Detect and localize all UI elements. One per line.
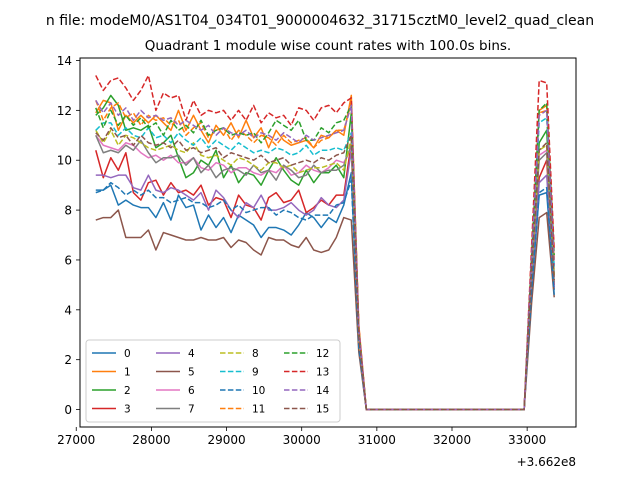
series-line-5 — [95, 209, 555, 411]
x-tick-label: 27000 — [57, 433, 95, 447]
y-axis: 0 2 4 6 8 10 12 14 — [57, 54, 80, 417]
y-tick-label: 2 — [64, 353, 72, 367]
y-tick-label: 14 — [57, 54, 72, 68]
y-tick-label: 6 — [64, 253, 72, 267]
x-offset-text: +3.662e8 — [517, 455, 576, 469]
x-tick-label: 29000 — [207, 433, 245, 447]
x-tick-label: 33000 — [508, 433, 546, 447]
legend-label-9: 9 — [252, 367, 259, 379]
figure-suptitle: n file: modeM0/AS1T04_034T01_9000004632_… — [46, 13, 594, 29]
x-tick-label: 28000 — [132, 433, 170, 447]
legend-box — [85, 339, 341, 423]
legend-label-11: 11 — [252, 404, 265, 416]
series-line-14 — [95, 100, 555, 411]
legend-label-10: 10 — [252, 385, 265, 397]
x-axis: 27000 28000 29000 30000 31000 32000 33000 — [57, 427, 546, 447]
series-line-10 — [95, 179, 555, 411]
y-tick-label: 12 — [57, 104, 72, 118]
legend-label-6: 6 — [188, 385, 195, 397]
y-tick-label: 10 — [57, 154, 72, 168]
series-line-15 — [95, 127, 555, 411]
legend-label-5: 5 — [188, 367, 195, 379]
legend-label-14: 14 — [316, 385, 330, 397]
axes-frame — [79, 57, 577, 428]
y-tick-label: 4 — [64, 303, 72, 317]
legend-label-2: 2 — [124, 385, 131, 397]
legend-label-3: 3 — [124, 404, 131, 416]
x-tick-label: 32000 — [433, 433, 471, 447]
x-tick-label: 31000 — [358, 433, 396, 447]
legend-label-15: 15 — [316, 404, 329, 416]
y-tick-label: 8 — [64, 204, 72, 218]
legend-label-12: 12 — [316, 348, 329, 360]
y-tick-label: 0 — [64, 403, 72, 417]
legend-label-13: 13 — [316, 367, 329, 379]
legend-label-8: 8 — [252, 348, 259, 360]
chart-title: Quadrant 1 module wise count rates with … — [145, 38, 511, 54]
series-layer — [95, 74, 555, 411]
legend-label-4: 4 — [188, 348, 195, 360]
legend-label-7: 7 — [188, 404, 195, 416]
legend-label-1: 1 — [124, 367, 131, 379]
legend-label-0: 0 — [124, 348, 131, 360]
x-tick-label: 30000 — [283, 433, 321, 447]
